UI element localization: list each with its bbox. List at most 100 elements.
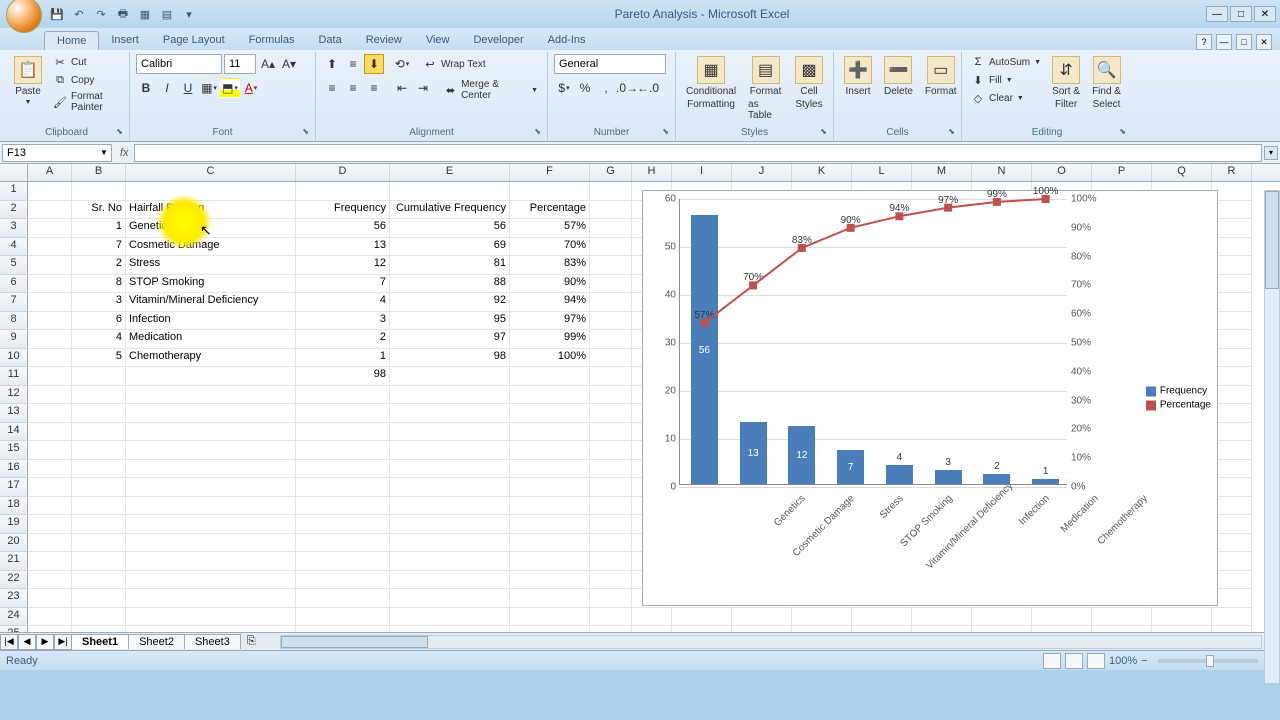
- cell[interactable]: [296, 478, 390, 497]
- col-header-F[interactable]: F: [510, 164, 590, 181]
- cell[interactable]: 4: [72, 330, 126, 349]
- cell[interactable]: [590, 515, 632, 534]
- first-sheet-icon[interactable]: |◀: [0, 634, 18, 650]
- cell[interactable]: [1212, 330, 1252, 349]
- cell[interactable]: 57%: [510, 219, 590, 238]
- cell[interactable]: Chemotherapy: [126, 349, 296, 368]
- decrease-indent-icon[interactable]: ⇤: [392, 78, 412, 98]
- cell[interactable]: [510, 608, 590, 627]
- fx-icon[interactable]: fx: [114, 147, 135, 159]
- vertical-scrollbar[interactable]: [1264, 190, 1280, 684]
- row-header[interactable]: 25: [0, 626, 28, 632]
- cell[interactable]: [72, 497, 126, 516]
- scrollbar-thumb[interactable]: [1265, 191, 1279, 289]
- cell[interactable]: 13: [296, 238, 390, 257]
- row-header[interactable]: 7: [0, 293, 28, 312]
- cell[interactable]: Stress: [126, 256, 296, 275]
- cell[interactable]: [510, 423, 590, 442]
- cell[interactable]: [296, 515, 390, 534]
- decrease-decimal-icon[interactable]: ←.0: [638, 78, 658, 98]
- cell[interactable]: [1212, 312, 1252, 331]
- cell[interactable]: [1092, 608, 1152, 627]
- cell[interactable]: [296, 552, 390, 571]
- cell[interactable]: [296, 497, 390, 516]
- zoom-slider[interactable]: [1158, 659, 1258, 663]
- cell[interactable]: [792, 608, 852, 627]
- cell[interactable]: [1212, 367, 1252, 386]
- cell[interactable]: [510, 404, 590, 423]
- align-top-icon[interactable]: ⬆: [322, 54, 342, 74]
- col-header-G[interactable]: G: [590, 164, 632, 181]
- cell[interactable]: [28, 571, 72, 590]
- cell[interactable]: Frequency: [296, 201, 390, 220]
- find-select-button[interactable]: 🔍Find &Select: [1088, 54, 1125, 112]
- cell[interactable]: [72, 552, 126, 571]
- help-icon[interactable]: ?: [1196, 34, 1212, 50]
- cell[interactable]: 12: [296, 256, 390, 275]
- cell[interactable]: [972, 626, 1032, 632]
- cell[interactable]: [390, 478, 510, 497]
- cell[interactable]: [126, 386, 296, 405]
- cell[interactable]: [28, 515, 72, 534]
- cell[interactable]: [590, 238, 632, 257]
- cell[interactable]: [390, 182, 510, 201]
- minimize-ribbon-icon[interactable]: —: [1216, 34, 1232, 50]
- zoom-out-icon[interactable]: −: [1141, 655, 1147, 667]
- percent-icon[interactable]: %: [575, 78, 595, 98]
- cell[interactable]: [126, 460, 296, 479]
- cell[interactable]: [510, 515, 590, 534]
- font-name-select[interactable]: [136, 54, 222, 74]
- insert-cells-button[interactable]: ➕Insert: [840, 54, 876, 99]
- row-header[interactable]: 16: [0, 460, 28, 479]
- align-center-icon[interactable]: ≡: [343, 78, 363, 98]
- col-header-P[interactable]: P: [1092, 164, 1152, 181]
- row-header[interactable]: 3: [0, 219, 28, 238]
- row-header[interactable]: 2: [0, 201, 28, 220]
- row-header[interactable]: 22: [0, 571, 28, 590]
- col-header-C[interactable]: C: [126, 164, 296, 181]
- formula-input[interactable]: [134, 144, 1262, 162]
- cell[interactable]: Infection: [126, 312, 296, 331]
- row-header[interactable]: 15: [0, 441, 28, 460]
- cell[interactable]: [390, 589, 510, 608]
- cell[interactable]: 95: [390, 312, 510, 331]
- col-header-O[interactable]: O: [1032, 164, 1092, 181]
- cell[interactable]: [390, 460, 510, 479]
- save-icon[interactable]: 💾: [48, 5, 66, 23]
- cell[interactable]: [1212, 534, 1252, 553]
- cell[interactable]: [792, 626, 852, 632]
- cell[interactable]: [390, 534, 510, 553]
- cell[interactable]: [72, 460, 126, 479]
- normal-view-icon[interactable]: [1043, 653, 1061, 669]
- cell[interactable]: [126, 589, 296, 608]
- slider-thumb[interactable]: [1206, 655, 1214, 667]
- cell[interactable]: [590, 404, 632, 423]
- fill-button[interactable]: ⬇Fill ▼: [968, 72, 1044, 88]
- cell[interactable]: [1212, 589, 1252, 608]
- sort-filter-button[interactable]: ⇵Sort &Filter: [1048, 54, 1084, 112]
- cell[interactable]: [590, 552, 632, 571]
- cell[interactable]: [28, 404, 72, 423]
- cell[interactable]: [1212, 552, 1252, 571]
- format-painter-button[interactable]: 🖌Format Painter: [50, 90, 123, 114]
- cell[interactable]: [28, 275, 72, 294]
- number-format-select[interactable]: [554, 54, 666, 74]
- cell[interactable]: [590, 478, 632, 497]
- namebox-dropdown-icon[interactable]: ▼: [100, 148, 108, 157]
- sheet-tab-sheet2[interactable]: Sheet2: [128, 634, 185, 649]
- cell[interactable]: [126, 497, 296, 516]
- cell[interactable]: [28, 478, 72, 497]
- cell[interactable]: [1212, 349, 1252, 368]
- cell[interactable]: [28, 330, 72, 349]
- cell[interactable]: [672, 608, 732, 627]
- cell[interactable]: 2: [72, 256, 126, 275]
- cell[interactable]: [510, 386, 590, 405]
- cell[interactable]: [296, 571, 390, 590]
- cell[interactable]: [28, 219, 72, 238]
- underline-button[interactable]: U: [178, 78, 198, 98]
- col-header-E[interactable]: E: [390, 164, 510, 181]
- cell[interactable]: [72, 441, 126, 460]
- horizontal-scrollbar[interactable]: [280, 635, 1262, 649]
- cell[interactable]: 56: [296, 219, 390, 238]
- cell[interactable]: [510, 497, 590, 516]
